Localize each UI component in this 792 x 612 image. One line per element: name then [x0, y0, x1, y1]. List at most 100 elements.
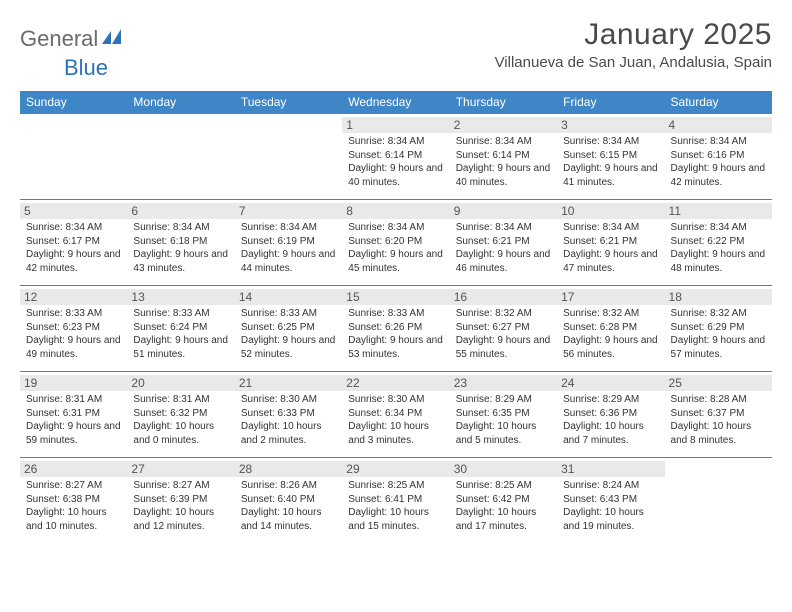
day-info: Sunrise: 8:34 AMSunset: 6:15 PMDaylight:… [563, 135, 658, 189]
daylight-line: Daylight: 9 hours and 44 minutes. [241, 249, 336, 274]
sunset-line: Sunset: 6:27 PM [456, 322, 530, 333]
day-number: 14 [235, 289, 342, 305]
day-info: Sunrise: 8:30 AMSunset: 6:34 PMDaylight:… [348, 393, 443, 447]
daylight-line: Daylight: 9 hours and 47 minutes. [563, 249, 658, 274]
calendar-week-row: 1Sunrise: 8:34 AMSunset: 6:14 PMDaylight… [20, 114, 772, 200]
month-title: January 2025 [495, 18, 772, 52]
sunset-line: Sunset: 6:31 PM [26, 408, 100, 419]
calendar-cell: 2 Sunrise: 8:34 AMSunset: 6:14 PMDaylight… [450, 114, 557, 200]
day-info: Sunrise: 8:29 AMSunset: 6:35 PMDaylight:… [456, 393, 551, 447]
sunset-line: Sunset: 6:15 PM [563, 150, 637, 161]
sunrise-line: Sunrise: 8:33 AM [26, 308, 102, 319]
day-info: Sunrise: 8:28 AMSunset: 6:37 PMDaylight:… [671, 393, 766, 447]
sunrise-line: Sunrise: 8:31 AM [26, 394, 102, 405]
sunrise-line: Sunrise: 8:34 AM [241, 222, 317, 233]
day-info: Sunrise: 8:29 AMSunset: 6:36 PMDaylight:… [563, 393, 658, 447]
daylight-line: Daylight: 9 hours and 57 minutes. [671, 335, 766, 360]
day-info: Sunrise: 8:34 AMSunset: 6:14 PMDaylight:… [456, 135, 551, 189]
daylight-line: Daylight: 10 hours and 12 minutes. [133, 507, 214, 532]
calendar-cell: 19Sunrise: 8:31 AMSunset: 6:31 PMDayligh… [20, 372, 127, 458]
calendar-cell: 1Sunrise: 8:34 AMSunset: 6:14 PMDaylight… [342, 114, 449, 200]
day-number: 21 [235, 375, 342, 391]
day-number: 12 [20, 289, 127, 305]
day-info: Sunrise: 8:34 AMSunset: 6:22 PMDaylight:… [671, 221, 766, 275]
calendar-cell: 9Sunrise: 8:34 AMSunset: 6:21 PMDaylight… [450, 200, 557, 286]
day-info: Sunrise: 8:34 AM Sunset: 6:19 PM Daylight:… [241, 221, 336, 275]
calendar-cell: 24Sunrise: 8:29 AMSunset: 6:36 PMDayligh… [557, 372, 664, 458]
sunrise-line: Sunrise: 8:34 AM [348, 136, 424, 147]
calendar-cell: 7 Sunrise: 8:34 AM Sunset: 6:19 PM Daylight… [235, 200, 342, 286]
sunrise-line: Sunrise: 8:29 AM [563, 394, 639, 405]
daylight-line: Daylight: 9 hours and 40 minutes. [348, 163, 443, 188]
calendar-cell: 26Sunrise: 8:27 AMSunset: 6:38 PMDayligh… [20, 458, 127, 544]
calendar-body: 1Sunrise: 8:34 AMSunset: 6:14 PMDaylight… [20, 114, 772, 544]
calendar-cell: 20Sunrise: 8:31 AMSunset: 6:32 PMDayligh… [127, 372, 234, 458]
calendar-cell: 11Sunrise: 8:34 AMSunset: 6:22 PMDayligh… [665, 200, 772, 286]
sunrise-line: Sunrise: 8:34 AM [26, 222, 102, 233]
day-number: 5 [20, 203, 127, 219]
sunset-line: Sunset: 6:18 PM [133, 236, 207, 247]
day-info: Sunrise: 8:26 AMSunset: 6:40 PMDaylight:… [241, 479, 336, 533]
sunrise-line: Sunrise: 8:34 AM [456, 136, 532, 147]
day-info: Sunrise: 8:34 AMSunset: 6:21 PMDaylight:… [563, 221, 658, 275]
daylight-line: Daylight: 9 hours and 45 minutes. [348, 249, 443, 274]
sunset-line: Sunset: 6:26 PM [348, 322, 422, 333]
sunset-line: Sunset: 6:33 PM [241, 408, 315, 419]
day-header: Wednesday [342, 91, 449, 114]
day-info: Sunrise: 8:33 AMSunset: 6:26 PMDaylight:… [348, 307, 443, 361]
calendar-cell [665, 458, 772, 544]
calendar-cell: 29Sunrise: 8:25 AMSunset: 6:41 PMDayligh… [342, 458, 449, 544]
sunset-line: Sunset: 6:22 PM [671, 236, 745, 247]
calendar-cell: 8Sunrise: 8:34 AMSunset: 6:20 PMDaylight… [342, 200, 449, 286]
sunrise-line: Sunrise: 8:26 AM [241, 480, 317, 491]
sunrise-line: Sunrise: 8:31 AM [133, 394, 209, 405]
daylight-line: Daylight: 10 hours and 15 minutes. [348, 507, 429, 532]
calendar-cell: 4Sunrise: 8:34 AMSunset: 6:16 PMDaylight… [665, 114, 772, 200]
calendar-week-row: 26Sunrise: 8:27 AMSunset: 6:38 PMDayligh… [20, 458, 772, 544]
logo-text-general: General [20, 26, 98, 52]
calendar-cell: 15Sunrise: 8:33 AMSunset: 6:26 PMDayligh… [342, 286, 449, 372]
day-header-row: SundayMondayTuesdayWednesdayThursdayFrid… [20, 91, 772, 114]
day-info: Sunrise: 8:33 AMSunset: 6:25 PMDaylight:… [241, 307, 336, 361]
sunset-line: Sunset: 6:29 PM [671, 322, 745, 333]
sunset-line: Sunset: 6:32 PM [133, 408, 207, 419]
day-info: Sunrise: 8:34 AMSunset: 6:18 PMDaylight:… [133, 221, 228, 275]
daylight-line: Daylight: 9 hours and 52 minutes. [241, 335, 336, 360]
day-number: 7 [235, 203, 342, 219]
daylight-line: Daylight: 9 hours and 40 minutes. [456, 163, 551, 188]
daylight-line: Daylight: 9 hours and 49 minutes. [26, 335, 121, 360]
daylight-line: Daylight: 9 hours and 51 minutes. [133, 335, 228, 360]
sunrise-line: Sunrise: 8:34 AM [456, 222, 532, 233]
day-info: Sunrise: 8:31 AMSunset: 6:31 PMDaylight:… [26, 393, 121, 447]
day-number: 9 [450, 203, 557, 219]
logo: General [20, 18, 124, 52]
sunrise-line: Sunrise: 8:28 AM [671, 394, 747, 405]
calendar-cell: 17Sunrise: 8:32 AMSunset: 6:28 PMDayligh… [557, 286, 664, 372]
sunrise-line: Sunrise: 8:27 AM [133, 480, 209, 491]
sunrise-line: Sunrise: 8:34 AM [563, 222, 639, 233]
day-info: Sunrise: 8:34 AMSunset: 6:14 PMDaylight:… [348, 135, 443, 189]
sunrise-line: Sunrise: 8:33 AM [133, 308, 209, 319]
calendar-cell: 25Sunrise: 8:28 AMSunset: 6:37 PMDayligh… [665, 372, 772, 458]
sunrise-line: Sunrise: 8:34 AM [563, 136, 639, 147]
day-number: 2 [450, 117, 557, 133]
sunset-line: Sunset: 6:24 PM [133, 322, 207, 333]
day-number: 20 [127, 375, 234, 391]
day-number: 10 [557, 203, 664, 219]
calendar-cell: 21Sunrise: 8:30 AMSunset: 6:33 PMDayligh… [235, 372, 342, 458]
sunset-line: Sunset: 6:16 PM [671, 150, 745, 161]
calendar-cell: 13Sunrise: 8:33 AMSunset: 6:24 PMDayligh… [127, 286, 234, 372]
calendar-cell: 5Sunrise: 8:34 AMSunset: 6:17 PMDaylight… [20, 200, 127, 286]
day-number: 6 [127, 203, 234, 219]
calendar-cell: 6 Sunrise: 8:34 AMSunset: 6:18 PMDaylight… [127, 200, 234, 286]
day-number: 22 [342, 375, 449, 391]
calendar-cell: 10 Sunrise: 8:34 AMSunset: 6:21 PMDayligh… [557, 200, 664, 286]
daylight-line: Daylight: 10 hours and 2 minutes. [241, 421, 322, 446]
sunset-line: Sunset: 6:19 PM [241, 236, 315, 247]
day-number: 8 [342, 203, 449, 219]
daylight-line: Daylight: 10 hours and 8 minutes. [671, 421, 752, 446]
logo-mark-icon [102, 28, 122, 44]
day-header: Saturday [665, 91, 772, 114]
day-number: 19 [20, 375, 127, 391]
day-header: Friday [557, 91, 664, 114]
